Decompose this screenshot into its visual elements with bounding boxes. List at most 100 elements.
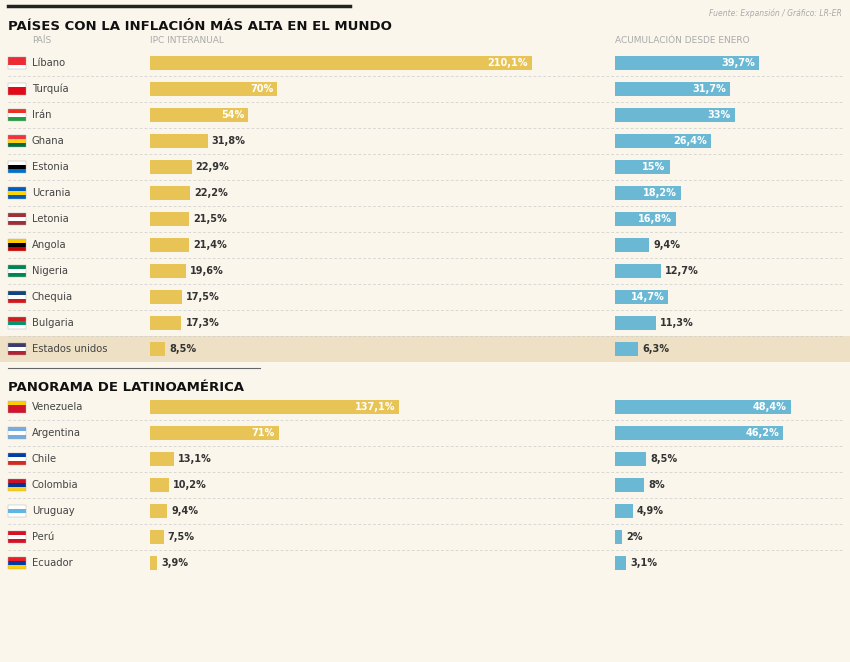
Bar xyxy=(150,238,189,252)
Bar xyxy=(8,139,26,143)
Text: 10,2%: 10,2% xyxy=(173,480,207,490)
Bar xyxy=(150,452,173,466)
Text: Irán: Irán xyxy=(32,110,52,120)
Bar xyxy=(8,187,26,199)
Text: 2%: 2% xyxy=(626,532,643,542)
Bar xyxy=(8,401,26,413)
Bar xyxy=(8,213,26,217)
Text: 9,4%: 9,4% xyxy=(171,506,198,516)
Bar xyxy=(615,504,632,518)
Bar xyxy=(0,472,850,498)
Bar xyxy=(8,427,26,439)
Text: 13,1%: 13,1% xyxy=(178,454,212,464)
Bar xyxy=(615,426,783,440)
Text: 71%: 71% xyxy=(252,428,275,438)
Text: Perú: Perú xyxy=(32,532,54,542)
Text: 11,3%: 11,3% xyxy=(660,318,694,328)
Bar xyxy=(8,83,26,95)
Bar xyxy=(615,478,644,492)
Bar xyxy=(615,530,622,544)
Bar xyxy=(8,299,26,303)
Text: Letonia: Letonia xyxy=(32,214,69,224)
Text: 31,7%: 31,7% xyxy=(693,84,726,94)
Bar xyxy=(8,453,26,465)
Text: PAÍS: PAÍS xyxy=(32,36,51,45)
Bar xyxy=(8,83,26,87)
Bar xyxy=(8,427,26,431)
Bar xyxy=(150,160,191,174)
Text: 14,7%: 14,7% xyxy=(631,292,665,302)
Bar xyxy=(8,169,26,173)
Text: 54%: 54% xyxy=(221,110,244,120)
Bar xyxy=(8,213,26,225)
Text: 19,6%: 19,6% xyxy=(190,266,224,276)
Bar xyxy=(0,180,850,206)
Bar xyxy=(150,290,182,304)
Bar xyxy=(8,217,26,221)
Bar xyxy=(150,82,277,96)
Text: 48,4%: 48,4% xyxy=(753,402,787,412)
Text: Argentina: Argentina xyxy=(32,428,81,438)
Bar xyxy=(0,50,850,76)
Text: 12,7%: 12,7% xyxy=(666,266,699,276)
Bar xyxy=(8,61,26,65)
Text: 46,2%: 46,2% xyxy=(745,428,779,438)
Bar xyxy=(8,409,26,413)
Text: Venezuela: Venezuela xyxy=(32,402,83,412)
Bar xyxy=(615,56,759,70)
Bar xyxy=(150,264,185,278)
Bar xyxy=(0,154,850,180)
Bar xyxy=(8,479,26,483)
Text: 4,9%: 4,9% xyxy=(637,506,664,516)
Bar xyxy=(8,109,26,121)
Bar xyxy=(615,108,735,122)
Bar xyxy=(8,565,26,569)
Bar xyxy=(615,186,681,200)
Bar xyxy=(8,317,26,321)
Bar xyxy=(0,310,850,336)
Text: 18,2%: 18,2% xyxy=(643,188,677,198)
Bar xyxy=(8,479,26,491)
Bar xyxy=(150,108,248,122)
Bar xyxy=(8,273,26,277)
Text: 137,1%: 137,1% xyxy=(354,402,395,412)
Text: Turquía: Turquía xyxy=(32,84,69,94)
Bar xyxy=(150,316,181,330)
Bar xyxy=(0,576,850,662)
Bar xyxy=(8,531,26,543)
Text: 33%: 33% xyxy=(708,110,731,120)
Bar xyxy=(0,394,850,420)
Text: 6,3%: 6,3% xyxy=(642,344,669,354)
Bar xyxy=(150,186,190,200)
Bar xyxy=(150,504,167,518)
Bar xyxy=(8,535,26,539)
Text: IPC INTERANUAL: IPC INTERANUAL xyxy=(150,36,224,45)
Bar xyxy=(8,291,26,295)
Text: 17,3%: 17,3% xyxy=(185,318,219,328)
Bar xyxy=(0,446,850,472)
Text: ACUMULACIÓN DESDE ENERO: ACUMULACIÓN DESDE ENERO xyxy=(615,36,750,45)
Bar xyxy=(150,212,189,226)
Text: 39,7%: 39,7% xyxy=(722,58,756,68)
Text: 9,4%: 9,4% xyxy=(653,240,680,250)
Bar xyxy=(8,531,26,535)
Bar xyxy=(8,87,26,91)
Bar xyxy=(0,76,850,102)
Bar xyxy=(0,524,850,550)
Bar xyxy=(0,102,850,128)
Bar xyxy=(8,161,26,173)
Text: 7,5%: 7,5% xyxy=(167,532,195,542)
Bar xyxy=(8,135,26,139)
Bar xyxy=(615,342,638,356)
Bar xyxy=(0,232,850,258)
Text: Estados unidos: Estados unidos xyxy=(32,344,107,354)
Bar xyxy=(150,134,207,148)
Bar xyxy=(615,264,661,278)
Bar xyxy=(8,539,26,543)
Text: 16,8%: 16,8% xyxy=(638,214,672,224)
Bar xyxy=(615,452,646,466)
Bar xyxy=(8,239,26,251)
Bar xyxy=(8,135,26,147)
Bar xyxy=(8,221,26,225)
Text: Ecuador: Ecuador xyxy=(32,558,73,568)
